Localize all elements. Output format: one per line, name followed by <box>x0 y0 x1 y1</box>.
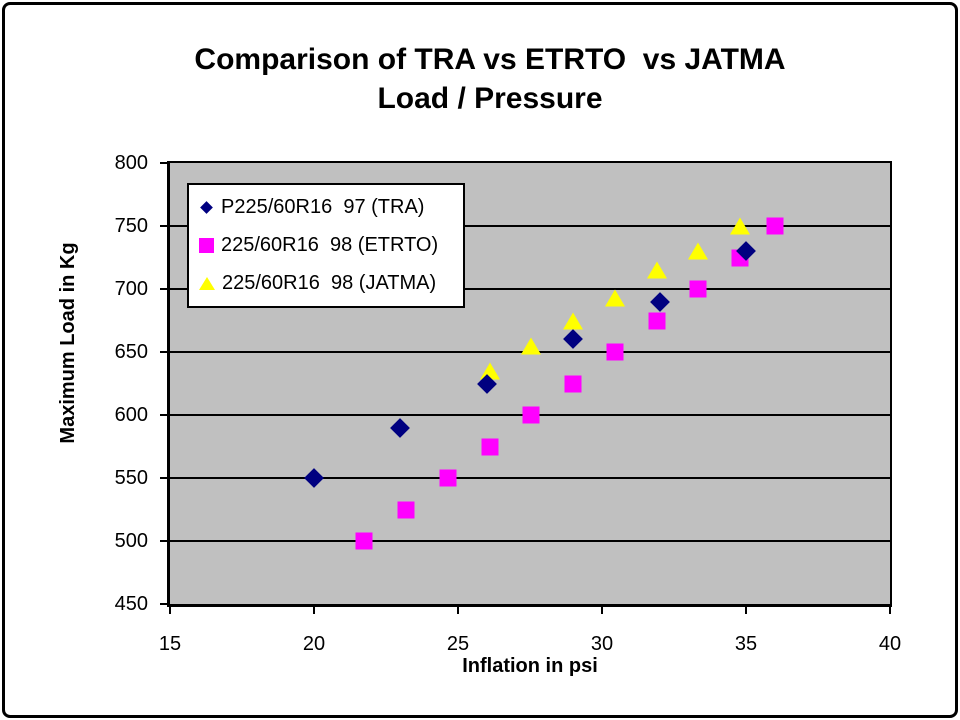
x-axis-tick-label: 40 <box>878 633 902 655</box>
data-point-series-2 <box>563 312 584 329</box>
legend: P225/60R16 97 (TRA) 225/60R16 98 (ETRTO)… <box>187 183 465 308</box>
gridline-550 <box>170 477 890 479</box>
gridline-500 <box>170 540 890 542</box>
y-axis-tick-label: 450 <box>114 593 148 615</box>
data-point-series-1 <box>481 438 499 455</box>
y-axis-tick <box>160 288 167 290</box>
legend-item-tra: P225/60R16 97 (TRA) <box>199 196 463 219</box>
x-axis-tick <box>169 607 171 614</box>
y-axis-title: Maximum Load in Kg <box>57 242 79 444</box>
x-axis-tick <box>601 607 603 614</box>
data-point-series-2 <box>604 289 625 307</box>
chart-title: Comparison of TRA vs ETRTO vs JATMA Load… <box>20 40 960 118</box>
x-axis-tick <box>745 607 747 614</box>
x-axis-tick-label: 20 <box>302 633 326 655</box>
data-point-series-2 <box>730 217 751 235</box>
legend-item-jatma: 225/60R16 98 (JATMA) <box>199 272 463 295</box>
x-axis-tick-label: 25 <box>446 633 470 655</box>
y-axis-tick <box>160 477 167 479</box>
data-point-series-1 <box>522 406 540 424</box>
y-axis-tick-label: 550 <box>114 467 148 489</box>
x-axis-tick <box>889 607 891 614</box>
data-point-series-2 <box>646 261 667 279</box>
y-axis-tick-label: 750 <box>114 215 148 237</box>
y-axis-tick-label: 650 <box>114 341 148 363</box>
diamond-marker-icon <box>200 201 213 215</box>
y-axis-tick <box>160 540 167 542</box>
gridline-750 <box>170 225 890 227</box>
y-axis-tick <box>160 603 167 605</box>
legend-label-etrto: 225/60R16 98 (ETRTO) <box>221 233 439 256</box>
plot-area <box>167 161 892 607</box>
data-point-series-1 <box>439 469 457 487</box>
x-axis-tick <box>457 607 459 614</box>
y-axis-tick-label: 700 <box>114 278 148 300</box>
chart-title-line-1: Comparison of TRA vs ETRTO vs JATMA <box>194 43 786 76</box>
x-axis-tick <box>313 607 315 614</box>
x-axis-tick-label: 35 <box>734 633 758 655</box>
square-marker-icon <box>199 237 214 253</box>
data-point-series-2 <box>521 337 542 355</box>
data-point-series-2 <box>688 242 709 260</box>
data-point-series-1 <box>606 343 624 361</box>
chart-title-line-2: Load / Pressure <box>377 82 603 115</box>
data-point-series-1 <box>355 532 373 550</box>
y-axis-tick <box>160 162 167 164</box>
data-point-series-0 <box>649 291 670 312</box>
data-point-series-1 <box>648 312 666 329</box>
y-axis-tick-label: 800 <box>114 152 148 174</box>
data-point-series-0 <box>563 329 584 350</box>
legend-label-jatma: 225/60R16 98 (JATMA) <box>222 271 437 294</box>
gridline-700 <box>170 288 890 290</box>
data-point-series-0 <box>390 417 411 438</box>
triangle-marker-icon <box>199 276 215 290</box>
data-point-series-1 <box>564 375 582 392</box>
data-point-series-1 <box>397 501 415 518</box>
data-point-series-0 <box>304 468 324 488</box>
x-axis-tick-label: 30 <box>590 633 614 655</box>
y-axis-tick-label: 500 <box>114 530 148 552</box>
legend-label-tra: P225/60R16 97 (TRA) <box>221 196 425 219</box>
x-axis-tick-label: 15 <box>158 633 182 655</box>
y-axis-tick <box>160 225 167 227</box>
y-axis-tick <box>160 414 167 416</box>
y-axis-tick-label: 600 <box>114 404 148 426</box>
legend-item-etrto: 225/60R16 98 (ETRTO) <box>199 234 463 257</box>
y-axis-tick <box>160 351 167 353</box>
x-axis-title: Inflation in psi <box>462 655 598 677</box>
data-point-series-1 <box>689 280 707 298</box>
data-point-series-1 <box>766 217 784 235</box>
